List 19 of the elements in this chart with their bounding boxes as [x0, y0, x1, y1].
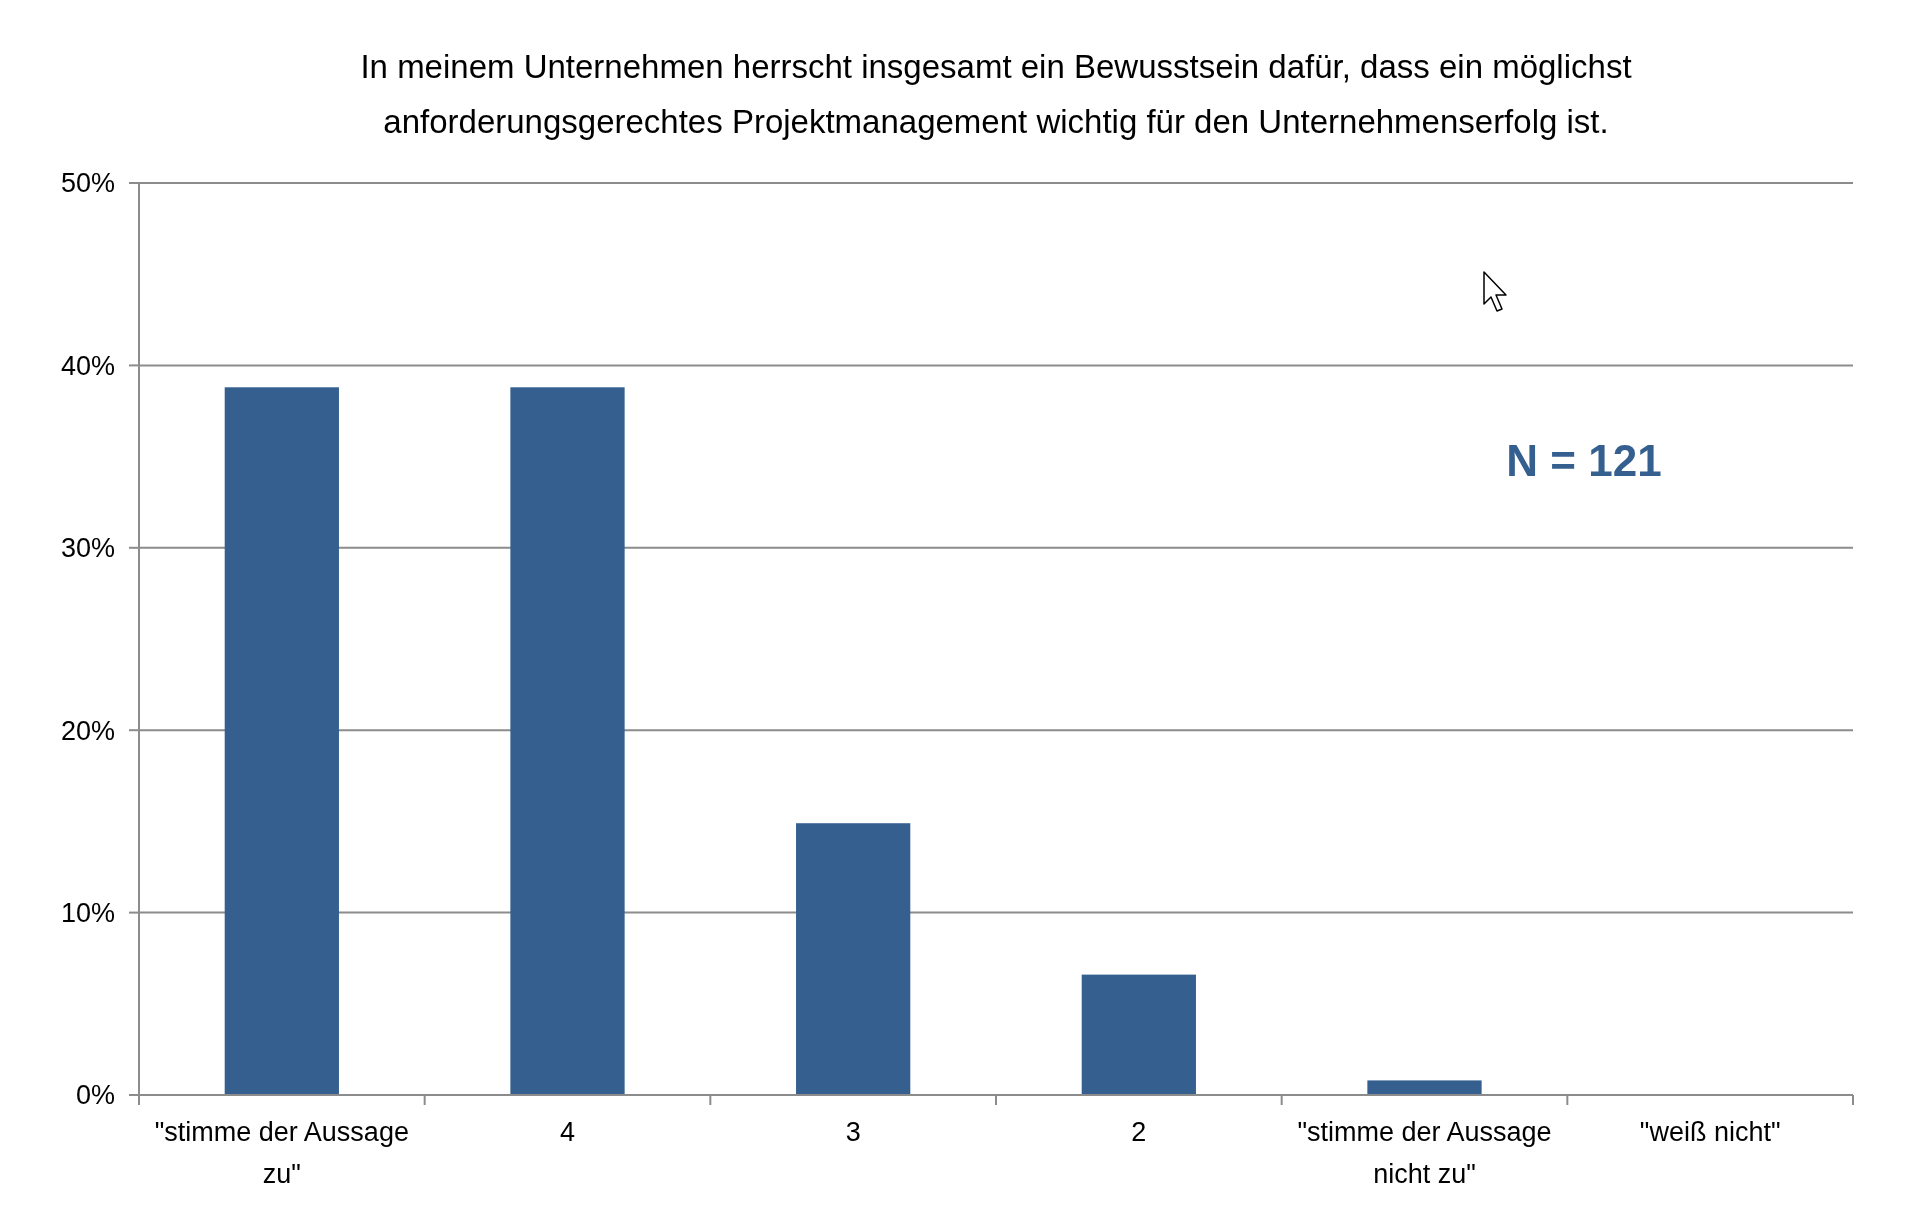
y-tick-label: 50% — [60, 168, 115, 199]
y-tick-label: 40% — [60, 350, 115, 381]
y-tick-label: 30% — [60, 533, 115, 564]
x-tick-label: "stimme der Aussage nicht zu" — [1297, 1117, 1552, 1189]
x-tick-label: 3 — [845, 1117, 861, 1147]
annotation: N = 121 — [1506, 436, 1662, 486]
x-tick-label: 4 — [559, 1117, 576, 1147]
x-tick-label: "stimme der Aussage zu" — [154, 1117, 409, 1189]
y-tick-label: 20% — [60, 715, 115, 746]
bar — [224, 387, 339, 1095]
x-tick-label: "weiß nicht" — [1639, 1117, 1781, 1147]
y-tick-label: 0% — [75, 1080, 115, 1111]
bar — [1081, 974, 1196, 1095]
y-tick-label: 10% — [60, 898, 115, 929]
bar — [510, 387, 625, 1095]
x-tick-label: 2 — [1131, 1117, 1147, 1147]
bar — [1367, 1080, 1482, 1095]
chart-title: In meinem Unternehmen herrscht insgesamt ein Bewusstsein dafür, dass ein möglichst anforderungsgerechtes Projektmanagement wichtig für den Unternehmenserfolg ist. — [360, 48, 1632, 140]
bar — [796, 823, 911, 1095]
